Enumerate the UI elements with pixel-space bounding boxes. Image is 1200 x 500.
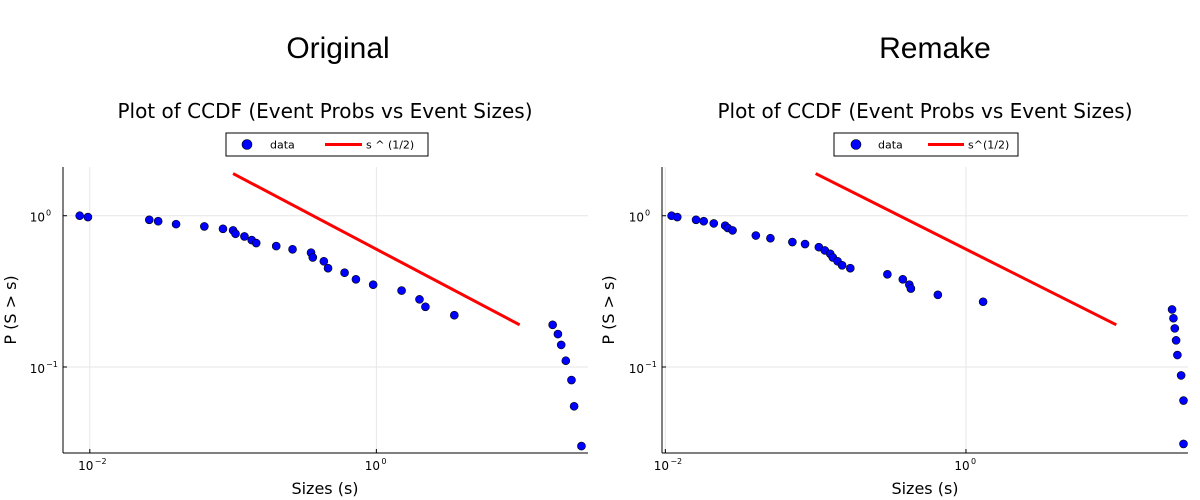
data-point: [567, 375, 576, 385]
x-tick-exponent: −2: [95, 457, 107, 466]
data-point: [1170, 324, 1180, 333]
data-point: [171, 219, 181, 229]
data-point: [553, 329, 563, 339]
data-point: [898, 274, 908, 284]
panel-heading: Remake: [879, 32, 991, 65]
data-point: [340, 268, 349, 278]
panel-heading: Original: [286, 32, 389, 65]
y-tick-label: 10: [629, 211, 644, 225]
legend-label-data: data: [878, 139, 903, 152]
x-tick-label: 10: [954, 459, 969, 473]
data-point: [1173, 350, 1182, 360]
data-point: [144, 215, 154, 225]
data-point: [800, 239, 810, 249]
data-point: [288, 244, 297, 254]
data-point: [251, 238, 261, 248]
y-axis-label: P (S > s): [1, 275, 20, 344]
legend-marker-data: [241, 139, 253, 150]
chart-title: Plot of CCDF (Event Probs vs Event Sizes…: [117, 99, 532, 123]
data-point: [548, 320, 557, 330]
data-point: [83, 212, 93, 222]
y-tick-label: 10: [30, 362, 45, 376]
x-axis-label: Sizes (s): [291, 479, 358, 498]
legend-box: [833, 132, 1019, 157]
legend-label-data: data: [270, 139, 295, 152]
data-point: [766, 233, 775, 243]
data-point: [415, 295, 424, 304]
data-point: [691, 215, 701, 225]
data-point: [218, 224, 228, 234]
x-tick-label: 10: [654, 459, 669, 473]
x-tick-exponent: 0: [971, 457, 976, 466]
y-tick-label: 10: [30, 211, 45, 225]
data-point: [845, 263, 855, 273]
data-point: [709, 219, 719, 228]
data-point: [728, 226, 737, 235]
fit-line: [232, 172, 521, 327]
y-axis-label: P (S > s): [599, 275, 618, 344]
data-point: [751, 231, 761, 240]
data-point: [699, 216, 709, 226]
data-point: [1179, 439, 1188, 449]
data-point: [200, 222, 209, 231]
data-point: [1167, 305, 1177, 314]
data-point: [271, 241, 281, 251]
data-point: [1169, 313, 1178, 323]
data-point: [1176, 371, 1186, 380]
x-tick-label: 10: [365, 459, 380, 473]
data-point: [788, 237, 797, 247]
data-point: [319, 256, 329, 266]
data-point: [421, 302, 430, 312]
data-point: [561, 356, 571, 366]
y-tick-label: 10: [629, 362, 644, 376]
data-point: [323, 263, 333, 273]
x-axis-label: Sizes (s): [891, 479, 958, 498]
legend-marker-data: [850, 139, 862, 150]
chart-title: Plot of CCDF (Event Probs vs Event Sizes…: [717, 99, 1132, 123]
data-point: [75, 211, 84, 221]
chart-legend: data s ^ (1/2): [225, 132, 429, 157]
data-point: [351, 274, 361, 284]
data-point: [368, 280, 378, 289]
data-point: [672, 212, 682, 222]
data-point: [1171, 336, 1181, 345]
data-point: [231, 229, 240, 239]
panel-remake: Remake Plot of CCDF (Event Probs vs Even…: [599, 32, 1188, 498]
data-point: [240, 232, 249, 241]
chart-legend: data s^(1/2): [833, 132, 1019, 157]
chart-plot-area: 10 −2 10 010 −110 0: [629, 167, 1188, 473]
y-tick-exponent: −1: [645, 360, 657, 369]
data-point: [1179, 396, 1188, 405]
data-point: [837, 261, 847, 270]
x-tick-exponent: −2: [670, 457, 682, 466]
data-point: [577, 441, 586, 451]
data-point: [569, 401, 579, 411]
data-point: [933, 290, 943, 300]
y-tick-exponent: −1: [46, 360, 58, 369]
x-tick-exponent: 0: [381, 457, 386, 466]
y-tick-exponent: 0: [645, 209, 650, 218]
data-point: [883, 270, 892, 279]
panel-original: Original Plot of CCDF (Event Probs vs Ev…: [1, 32, 588, 498]
data-point: [556, 340, 566, 350]
data-point: [153, 216, 163, 226]
fit-line: [814, 172, 1117, 327]
data-point: [450, 310, 459, 320]
data-point: [906, 284, 916, 293]
data-point: [978, 297, 988, 307]
legend-label-fit: s ^ (1/2): [366, 139, 414, 152]
x-tick-label: 10: [78, 459, 93, 473]
legend-label-fit: s^(1/2): [968, 139, 1009, 152]
chart-plot-area: 10 −2 10 010 −110 0: [30, 167, 588, 473]
data-point: [397, 286, 406, 295]
y-tick-exponent: 0: [46, 209, 51, 218]
data-point: [308, 253, 318, 262]
